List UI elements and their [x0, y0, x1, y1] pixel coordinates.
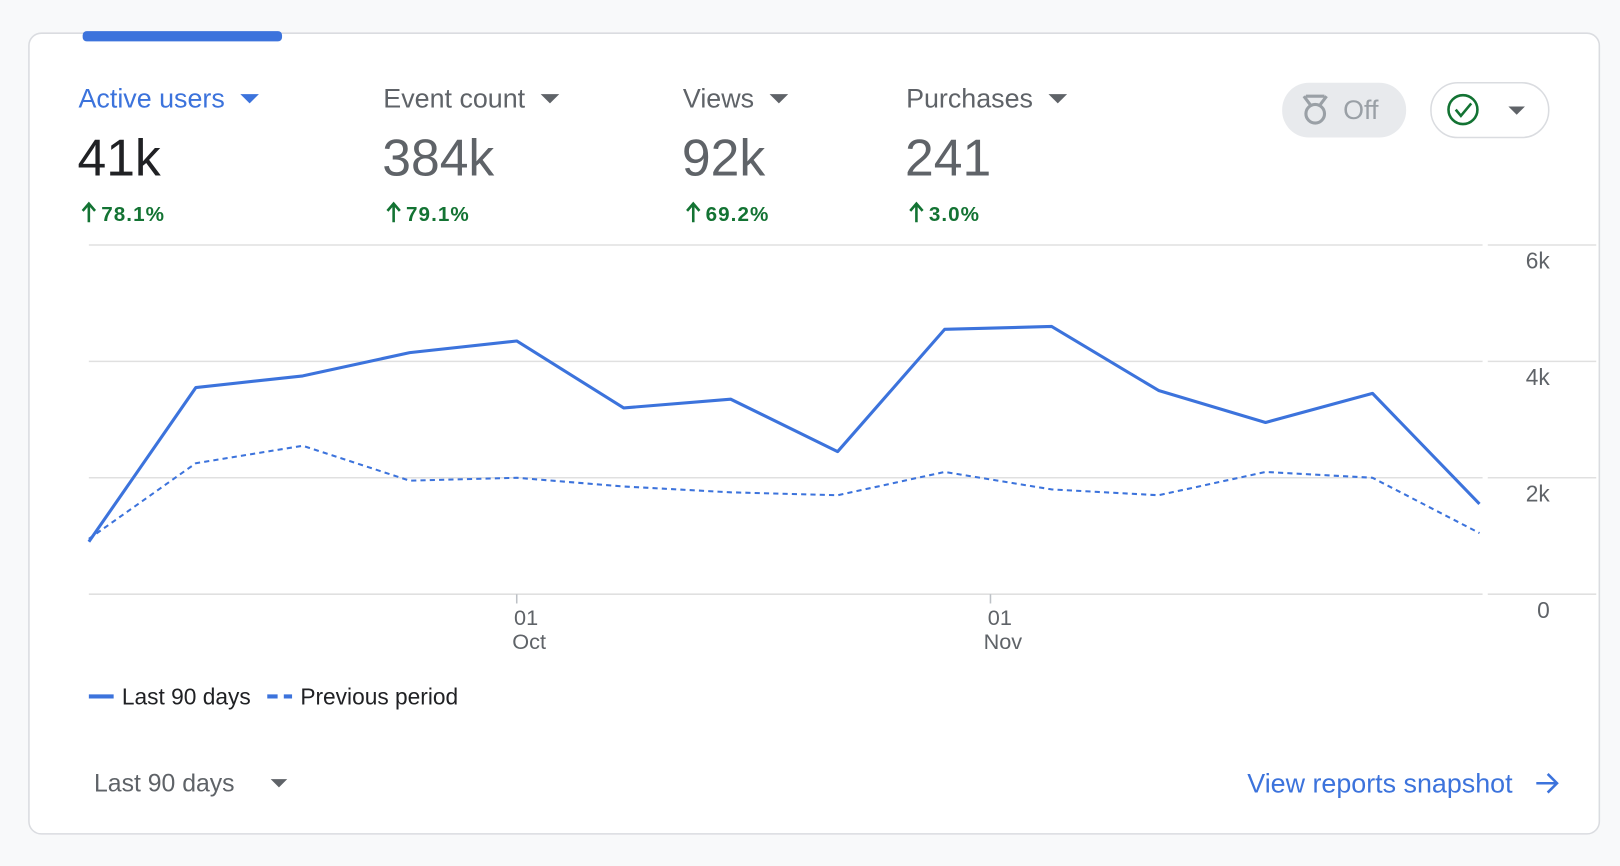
up-arrow [386, 201, 401, 223]
up-arrow [81, 201, 97, 223]
metric-tab[interactable]: Views 92k 69.2% [682, 84, 789, 227]
metric-change: 69.2% [706, 203, 770, 226]
y-tick-label: 6k [1526, 248, 1551, 274]
dropdown-arrow [240, 94, 259, 104]
dropdown-arrow [1508, 106, 1525, 115]
check-icon [1454, 102, 1473, 118]
y-tick-label: 4k [1526, 364, 1551, 390]
y-tick-label: 2k [1526, 481, 1551, 507]
metric-change: 3.0% [929, 203, 980, 226]
metric-change: 78.1% [101, 203, 165, 226]
metric-value: 384k [382, 129, 494, 187]
up-arrow [909, 201, 924, 223]
series-line [88, 444, 1480, 540]
toggle-button[interactable]: Off [1282, 82, 1407, 138]
snapshot-link[interactable]: View reports snapshot [1247, 769, 1559, 799]
metric-tab[interactable]: Event count 384k 79.1% [382, 84, 560, 227]
metric-tab[interactable]: Active users 41k 78.1% [77, 84, 259, 227]
metric-name: Views [683, 84, 754, 114]
metric-name: Purchases [906, 84, 1033, 114]
metric-value: 92k [682, 129, 765, 187]
metric-value: 241 [905, 129, 991, 187]
dropdown-arrow [1048, 94, 1068, 104]
link-label: View reports snapshot [1247, 769, 1513, 799]
legend-label: Previous period [300, 684, 458, 710]
y-tick-label: 0 [1537, 597, 1550, 623]
dropdown-arrow [769, 94, 789, 104]
x-tick-label: 01 Oct [512, 605, 546, 654]
up-arrow [686, 201, 701, 223]
metric-change: 79.1% [406, 203, 470, 226]
medal-ribbon [1302, 94, 1328, 106]
check-circle [1447, 93, 1479, 126]
range-selector[interactable]: Last 90 days [94, 771, 288, 798]
compare-button[interactable] [1430, 81, 1550, 139]
medal-icon [1304, 102, 1327, 125]
tab-indicator [82, 31, 283, 42]
x-tick-label: 01 Nov [984, 605, 1023, 654]
metric-name: Active users [79, 84, 225, 114]
legend-label: Last 90 days [122, 684, 251, 710]
dropdown-arrow [270, 779, 288, 788]
metric-tab[interactable]: Purchases 241 3.0% [905, 84, 1068, 227]
arrow-icon [1536, 773, 1559, 794]
metric-value: 41k [77, 129, 160, 187]
dropdown-arrow [540, 94, 560, 104]
toggle-label: Off [1343, 95, 1379, 125]
series-line [87, 324, 1481, 543]
metric-name: Event count [383, 84, 525, 114]
card [28, 32, 1601, 835]
range-label: Last 90 days [94, 771, 235, 798]
